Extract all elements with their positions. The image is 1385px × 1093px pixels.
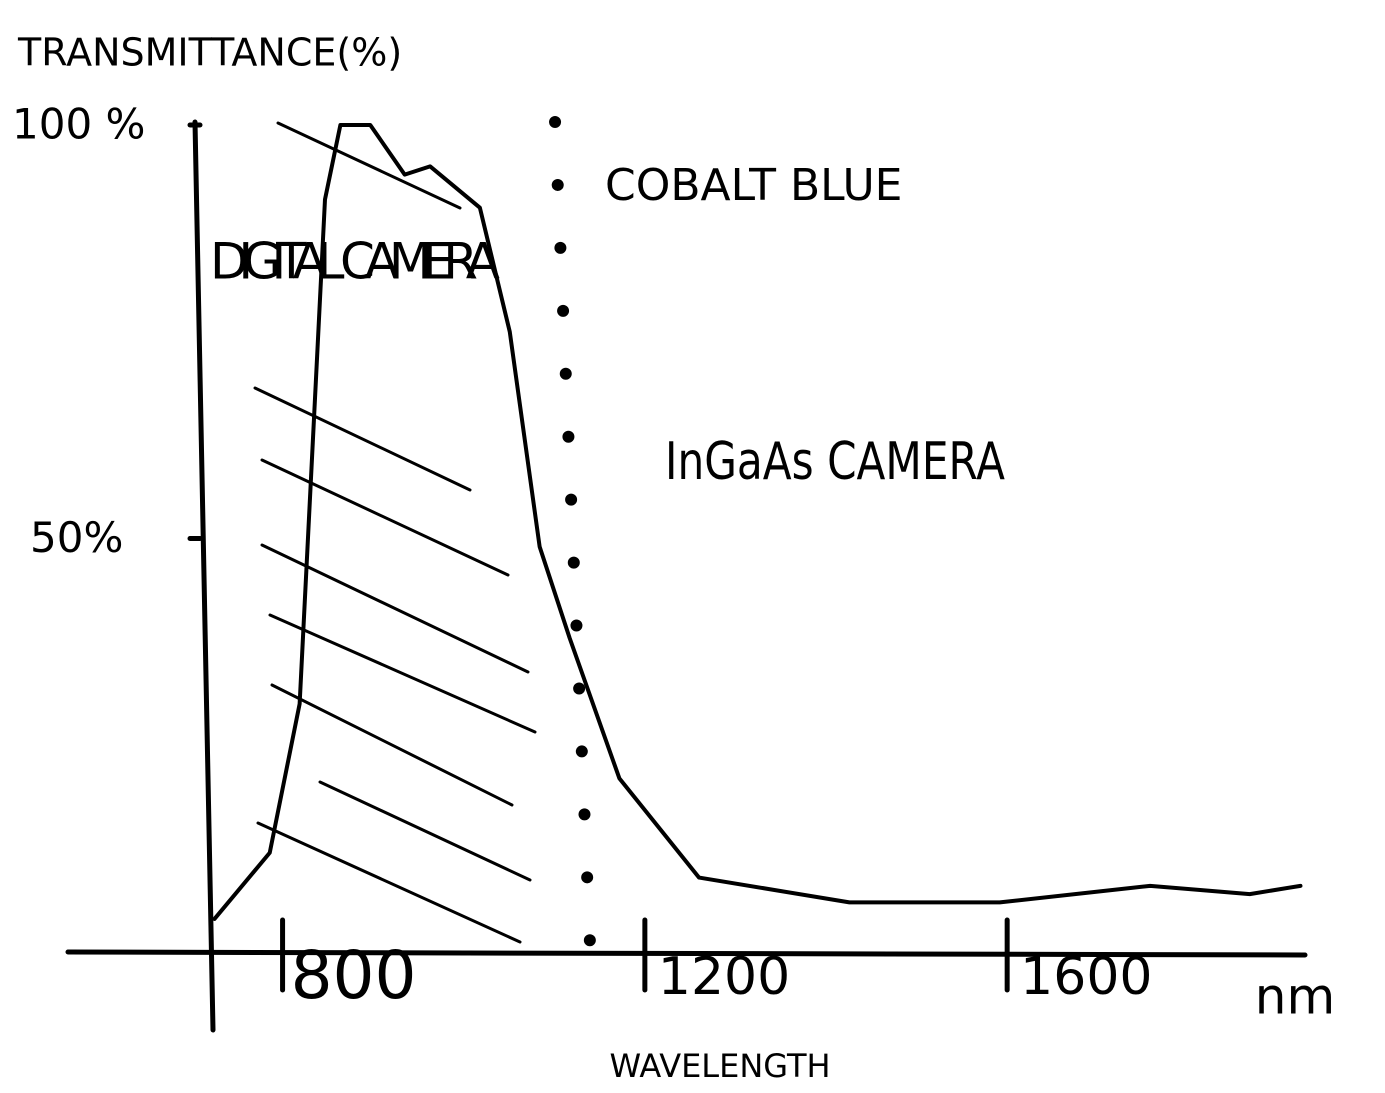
annotation: DIGITAL CAMERA	[210, 233, 500, 291]
y-axis-title: TRANSMITTANCE(%)	[17, 31, 402, 75]
cutoff-line	[549, 116, 597, 951]
x-unit: nm	[1255, 968, 1335, 1026]
x-tick-label: 1600	[1020, 947, 1152, 1007]
y-tick-label: 100 %	[12, 100, 145, 149]
transmittance-line	[212, 123, 1303, 921]
x-axis-title: WAVELENGTH	[609, 1047, 830, 1085]
x-tick-label: 800	[291, 937, 417, 1014]
x-axis	[65, 949, 1308, 958]
y-axis	[192, 119, 216, 1033]
cutoff-label: COBALT BLUE	[605, 160, 902, 211]
annotation: InGaAs CAMERA	[665, 432, 1005, 492]
x-tick-label: 1200	[658, 947, 790, 1007]
y-tick-label: 50%	[30, 513, 123, 562]
